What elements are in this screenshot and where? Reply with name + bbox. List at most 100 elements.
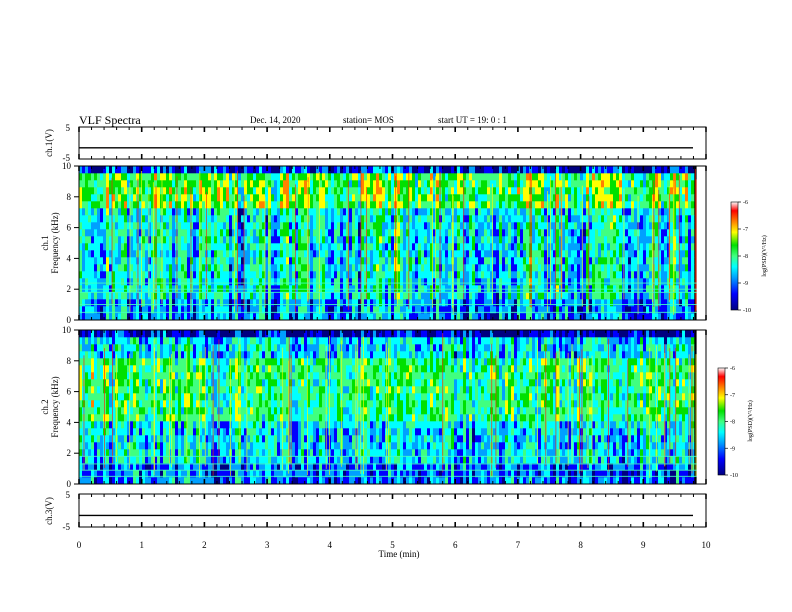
spectrogram-cell <box>85 386 89 394</box>
spectrogram-cell <box>466 173 470 181</box>
spectrogram-cell <box>238 257 242 265</box>
spectrogram-cell <box>361 166 365 174</box>
spectrogram-cell <box>391 180 395 188</box>
spectrogram-cell <box>619 222 623 230</box>
spectrogram-cell <box>355 243 359 251</box>
spectrogram-cell <box>91 400 95 408</box>
spectrogram-cell <box>556 208 560 216</box>
spectrogram-cell <box>337 236 341 244</box>
spectrogram-cell <box>115 306 119 314</box>
spectrogram-cell <box>523 285 527 293</box>
spectrogram-cell <box>376 306 380 314</box>
spectrogram-cell <box>223 201 227 209</box>
spectrogram-cell <box>112 456 116 464</box>
spectrogram-cell <box>253 243 257 251</box>
spectrogram-cell <box>127 400 131 408</box>
spectrogram-cell <box>130 414 134 422</box>
spectrogram-cell <box>283 264 287 272</box>
spectrogram-cell <box>250 208 254 216</box>
spectrogram-cell <box>466 208 470 216</box>
spectrogram-cell <box>607 257 611 265</box>
spectrogram-cell <box>619 306 623 314</box>
spectrogram-cell <box>433 166 437 174</box>
spectrogram-cell <box>571 194 575 202</box>
spectrogram-cell <box>151 257 155 265</box>
spectrogram-cell <box>631 250 635 258</box>
spectrogram-cell <box>139 180 143 188</box>
spectrogram-cell <box>79 393 83 401</box>
spectrogram-cell <box>487 222 491 230</box>
spectrogram-cell <box>361 236 365 244</box>
spectrogram-cell <box>199 292 203 300</box>
spectrogram-cell <box>433 208 437 216</box>
spectrogram-cell <box>331 285 335 293</box>
spectrogram-cell <box>589 229 593 237</box>
spectrogram-cell <box>682 222 686 230</box>
spectrogram-cell <box>109 365 113 373</box>
spectrogram-cell <box>511 236 515 244</box>
spectrogram-cell <box>589 166 593 174</box>
spectrogram-cell <box>625 229 629 237</box>
spectrogram-cell <box>625 271 629 279</box>
spectrogram-cell <box>649 222 653 230</box>
spectrogram-cell <box>313 264 317 272</box>
spectrogram-cell <box>274 208 278 216</box>
spectrogram-cell <box>196 285 200 293</box>
spectrogram-cell <box>274 299 278 307</box>
spectrogram-cell <box>295 313 299 321</box>
spectrogram-cell <box>655 257 659 265</box>
spectrogram-cell <box>340 215 344 223</box>
spectrogram-cell <box>385 299 389 307</box>
spectrogram-cell <box>595 292 599 300</box>
spectrogram-cell <box>391 306 395 314</box>
spectrogram-cell <box>82 194 86 202</box>
spectrogram-cell <box>670 187 674 195</box>
spectrogram-cell <box>499 285 503 293</box>
spectrogram-cell <box>517 236 521 244</box>
spectrogram-cell <box>88 407 92 415</box>
spectrogram-cell <box>523 236 527 244</box>
spectrogram-cell <box>301 187 305 195</box>
spectrogram-cell <box>385 180 389 188</box>
spectrogram-cell <box>400 271 404 279</box>
spectrogram-cell <box>529 201 533 209</box>
spectrogram-cell <box>178 215 182 223</box>
spectrogram-cell <box>568 299 572 307</box>
spectrogram-cell <box>541 250 545 258</box>
spectrogram-cell <box>94 257 98 265</box>
spectrogram-cell <box>334 292 338 300</box>
spectrogram-cell <box>616 229 620 237</box>
spectrogram-cell <box>538 299 542 307</box>
spectrogram-cell <box>670 222 674 230</box>
spectrogram-cell <box>607 299 611 307</box>
spectrogram-cell <box>340 243 344 251</box>
spectrogram-cell <box>202 208 206 216</box>
spectrogram-cell <box>472 243 476 251</box>
spectrogram-cell <box>145 285 149 293</box>
spectrogram-cell <box>523 271 527 279</box>
spectrogram-cell <box>148 236 152 244</box>
spectrogram-cell <box>112 264 116 272</box>
spectrogram-cell <box>679 285 683 293</box>
spectrogram-cell <box>439 173 443 181</box>
spectrogram-cell <box>169 229 173 237</box>
spectrogram-cell <box>127 229 131 237</box>
spectrogram-cell <box>157 173 161 181</box>
spectrogram-cell <box>277 278 281 286</box>
spectrogram-cell <box>166 292 170 300</box>
spectrogram-cell <box>262 173 266 181</box>
spectrogram-cell <box>133 271 137 279</box>
spectrogram-cell <box>484 278 488 286</box>
spectrogram-cell <box>607 264 611 272</box>
spectrogram-cell <box>91 414 95 422</box>
spectrogram-cell <box>373 243 377 251</box>
spectrogram-cell <box>301 264 305 272</box>
spectrogram-cell <box>691 208 695 216</box>
spectrogram-cell <box>85 173 89 181</box>
spectrogram-cell <box>199 299 203 307</box>
spectrogram-cell <box>112 407 116 415</box>
spectrogram-cell <box>124 421 128 429</box>
spectrogram-cell <box>346 173 350 181</box>
spectrogram-cell <box>688 180 692 188</box>
spectrogram-cell <box>574 271 578 279</box>
